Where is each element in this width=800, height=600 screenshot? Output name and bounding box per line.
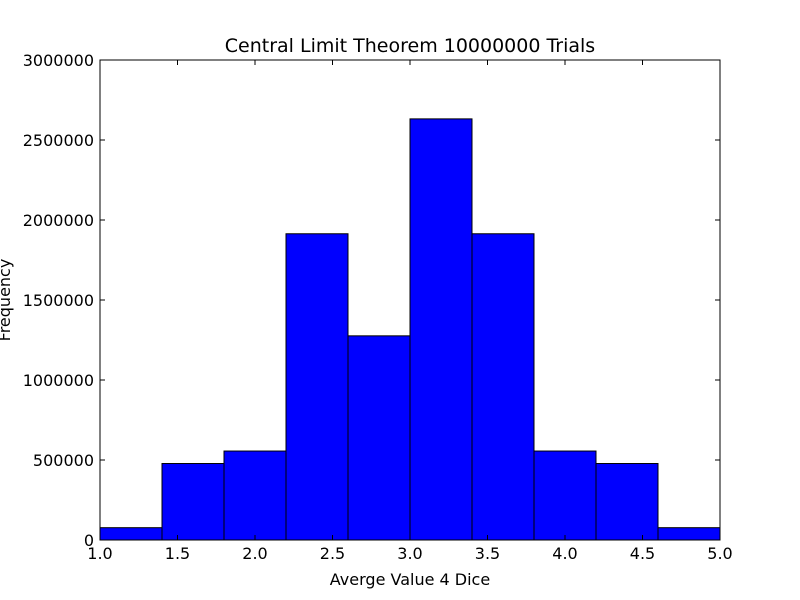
y-tick-label: 1000000	[23, 371, 94, 390]
histogram-bar	[285, 233, 349, 541]
x-tick-label: 3.0	[397, 544, 422, 563]
x-tick-label: 1.5	[165, 544, 190, 563]
histogram-bar	[409, 118, 473, 541]
histogram-bar	[223, 450, 287, 541]
x-tick-label: 4.0	[552, 544, 577, 563]
ticks-group: 1.0 1.5 2.0 2.5 3.0 3.5 4.0 4.5 5.0 0 500000 100000…	[23, 51, 733, 563]
y-tick-label: 2500000	[23, 131, 94, 150]
y-tick-label: 1500000	[23, 291, 94, 310]
x-tick-label: 3.5	[475, 544, 500, 563]
y-tick-label: 3000000	[23, 51, 94, 70]
y-tick-label: 2000000	[23, 211, 94, 230]
x-tick-label: 2.0	[242, 544, 267, 563]
histogram-bar	[161, 463, 225, 541]
chart-title: Central Limit Theorem 10000000 Trials	[225, 35, 595, 57]
y-axis-label: Frequency	[0, 259, 14, 342]
x-tick-label: 2.5	[320, 544, 345, 563]
histogram-bar	[471, 233, 535, 541]
histogram-bar	[347, 335, 411, 541]
x-tick-label: 1.0	[87, 544, 112, 563]
histogram-bar	[595, 463, 659, 541]
y-tick-label: 0	[84, 531, 94, 550]
plot-frame	[99, 59, 721, 541]
x-axis-label: Averge Value 4 Dice	[330, 570, 490, 589]
histogram-bar	[533, 450, 597, 541]
x-tick-label: 5.0	[707, 544, 732, 563]
x-tick-label: 4.5	[630, 544, 655, 563]
bars-group	[99, 118, 721, 541]
histogram-bar	[657, 527, 721, 541]
histogram-bar	[99, 527, 163, 541]
y-tick-label: 500000	[33, 451, 94, 470]
